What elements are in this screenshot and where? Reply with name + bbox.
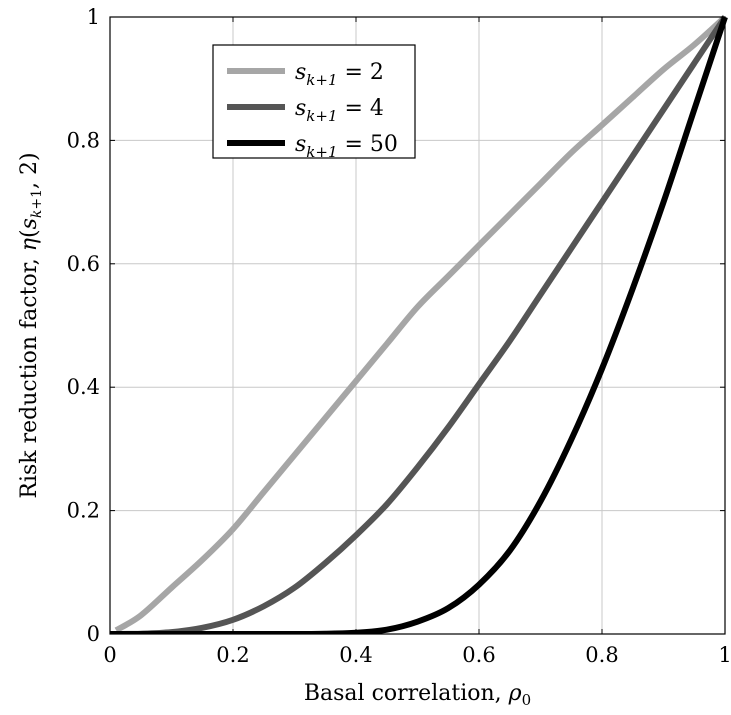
plot-frame [109, 16, 726, 635]
x-tick-label: 0.6 [462, 643, 495, 667]
x-tick-label: 0.2 [216, 643, 249, 667]
series-line-2 [110, 15, 728, 634]
x-tick-label: 0.4 [339, 643, 372, 667]
y-tick-label: 0 [87, 622, 100, 646]
y-tick-label: 0.4 [67, 375, 100, 399]
legend-box [212, 44, 416, 159]
y-tick-label: 0.2 [67, 499, 100, 523]
x-axis-tick-labels: 0 0.2 0.4 0.6 0.8 1 [103, 643, 731, 667]
legend-label-1: sk+1 = 2 [295, 60, 384, 89]
x-axis-title: Basal correlation, ρ0 [304, 681, 531, 709]
series-line-3 [110, 16, 728, 634]
y-tick-label: 0.8 [67, 128, 100, 152]
x-tick-label: 0.8 [585, 643, 618, 667]
series-line-1 [114, 14, 728, 633]
x-tick-label: 0 [103, 643, 116, 667]
legend-label-3: sk+1 = 50 [295, 132, 398, 161]
y-axis-title: Risk reduction factor, η(sk+1, 2) [17, 152, 45, 498]
grid [109, 16, 726, 635]
y-tick-label: 0.6 [67, 252, 100, 276]
y-axis-tick-labels: 0 0.2 0.4 0.6 0.8 1 [67, 5, 100, 646]
legend-label-2: sk+1 = 4 [295, 96, 384, 125]
axis-ticks [109, 16, 726, 635]
y-tick-label: 1 [87, 5, 100, 29]
legend: sk+1 = 2 sk+1 = 4 sk+1 = 50 [212, 44, 416, 161]
x-tick-label: 1 [718, 643, 731, 667]
plot-area [110, 14, 728, 634]
